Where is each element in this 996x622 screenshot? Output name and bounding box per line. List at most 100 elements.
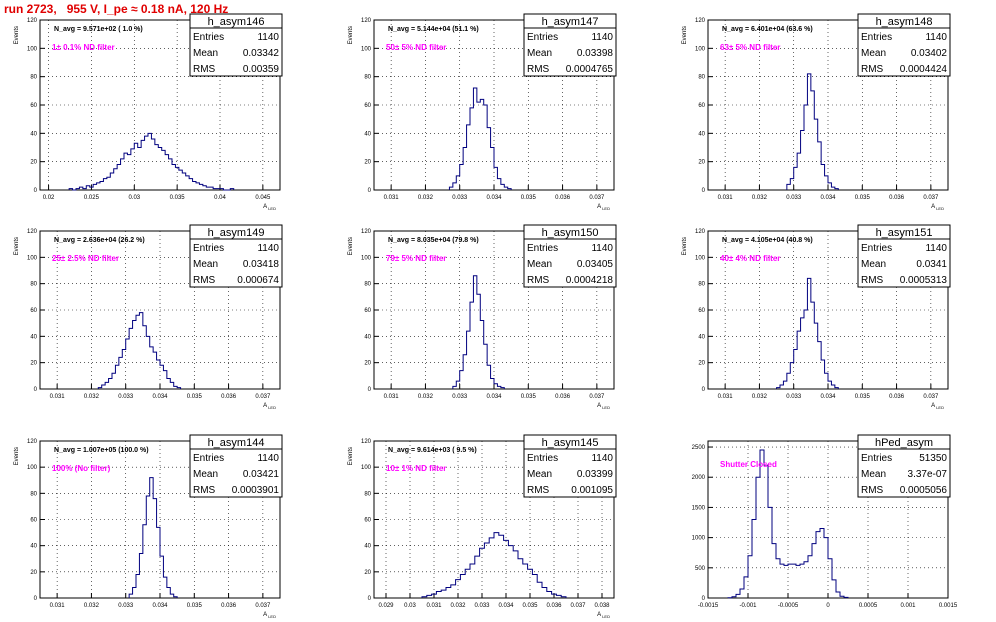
- histogram-panel: 0.031 0.032 0.033 0.034 0.035 0.036 0.037 0 20 40…: [348, 224, 617, 410]
- filter-annotation: 63± 5% ND filter: [720, 43, 780, 52]
- y-tick-label: 100: [27, 465, 38, 471]
- stats-label: RMS: [527, 485, 550, 496]
- stats-label: RMS: [193, 64, 216, 75]
- y-tick-label: 120: [695, 18, 706, 24]
- stats-value: 51350: [919, 453, 947, 464]
- y-tick-label: 60: [30, 518, 37, 524]
- x-tick-label: 0.033: [474, 603, 490, 609]
- y-tick-label: 40: [30, 131, 37, 137]
- stats-label: RMS: [193, 485, 216, 496]
- x-tick-label: 0: [826, 603, 830, 609]
- y-tick-label: 100: [361, 465, 372, 471]
- stats-label: Mean: [527, 259, 552, 270]
- histogram-name: hPed_asym: [875, 437, 933, 449]
- navg-label: N_avg = 9.614e+03 ( 9.5 %): [388, 447, 477, 454]
- y-tick-label: 20: [30, 570, 37, 576]
- x-tick-label: 0.033: [786, 394, 802, 400]
- x-tick-label: 0.033: [118, 603, 134, 609]
- x-tick-label: 0.034: [486, 195, 502, 201]
- y-tick-label: 120: [361, 439, 372, 445]
- x-tick-label: 0.032: [84, 394, 100, 400]
- y-tick-label: 0: [34, 188, 38, 194]
- y-tick-label: 80: [30, 282, 37, 288]
- x-tick-label: 0.032: [418, 195, 434, 201]
- y-tick-label: 20: [698, 361, 705, 367]
- x-tick-label: 0.001: [900, 603, 916, 609]
- stats-box: [523, 224, 617, 288]
- x-axis-title: A LED: [263, 612, 276, 619]
- x-tick-label: 0.031: [50, 603, 66, 609]
- filter-annotation: 79± 5% ND filter: [386, 254, 446, 263]
- filter-annotation: Shutter Closed: [720, 460, 777, 469]
- stats-label: Mean: [861, 469, 886, 480]
- x-tick-label: 0.035: [855, 394, 871, 400]
- y-tick-label: 80: [698, 282, 705, 288]
- stats-label: Entries: [193, 32, 224, 43]
- x-axis-title: A LED: [597, 612, 610, 619]
- navg-label: N_avg = 5.144e+04 (51.1 %): [388, 26, 479, 33]
- x-axis-title: A LED: [263, 204, 276, 211]
- stats-box: [523, 13, 617, 77]
- stats-box: [857, 434, 951, 498]
- stats-value: 1140: [925, 32, 947, 43]
- y-tick-label: 60: [30, 308, 37, 314]
- x-tick-label: 0.031: [718, 195, 734, 201]
- stats-value: 1140: [925, 243, 947, 254]
- y-tick-label: 100: [695, 255, 706, 261]
- y-tick-label: 40: [698, 334, 705, 340]
- stats-label: RMS: [527, 64, 550, 75]
- stats-label: Entries: [193, 243, 224, 254]
- y-axis-title: Events: [348, 26, 354, 44]
- y-tick-label: 20: [698, 160, 705, 166]
- histogram-line: [97, 312, 182, 389]
- histogram-name: h_asym149: [208, 227, 265, 239]
- y-axis-title: Events: [348, 447, 354, 465]
- navg-label: N_avg = 1.007e+05 (100.0 %): [54, 447, 149, 454]
- stats-label: RMS: [193, 275, 216, 286]
- y-tick-label: 80: [30, 75, 37, 81]
- y-tick-label: 0: [34, 387, 38, 393]
- navg-label: N_avg = 6.401e+04 (63.6 %): [722, 26, 813, 33]
- histogram-name: h_asym151: [876, 227, 933, 239]
- histogram-panel: 0.029 0.03 0.031 0.032 0.033 0.034 0.035 0.036 0…: [348, 434, 617, 619]
- y-axis-title: Events: [682, 26, 688, 44]
- stats-label: Mean: [193, 469, 218, 480]
- x-tick-label: 0.037: [570, 603, 586, 609]
- y-tick-label: 120: [27, 439, 38, 445]
- y-tick-label: 40: [698, 131, 705, 137]
- x-tick-label: 0.031: [718, 394, 734, 400]
- filter-annotation: 50± 5% ND filter: [386, 43, 446, 52]
- stats-label: Mean: [193, 259, 218, 270]
- x-tick-label: 0.045: [255, 195, 271, 201]
- x-tick-label: 0.034: [820, 394, 836, 400]
- x-tick-label: 0.034: [498, 603, 514, 609]
- x-tick-label: 0.02: [43, 195, 55, 201]
- y-tick-label: 120: [361, 18, 372, 24]
- y-tick-label: 40: [30, 334, 37, 340]
- y-tick-label: 80: [30, 491, 37, 497]
- stats-value: 1140: [257, 32, 279, 43]
- x-tick-label: 0.036: [555, 394, 571, 400]
- histogram-line: [448, 87, 512, 190]
- x-tick-label: 0.037: [255, 603, 271, 609]
- x-tick-label: 0.035: [522, 603, 538, 609]
- x-tick-label: 0.036: [555, 195, 571, 201]
- histogram-line: [786, 73, 839, 190]
- y-tick-label: 0: [702, 188, 706, 194]
- navg-label: N_avg = 2.636e+04 (26.2 %): [54, 237, 145, 244]
- y-tick-label: 20: [30, 361, 37, 367]
- x-tick-label: 0.032: [84, 603, 100, 609]
- stats-label: Entries: [527, 453, 558, 464]
- stats-label: Entries: [193, 453, 224, 464]
- y-tick-label: 120: [27, 229, 38, 235]
- x-tick-label: 0.033: [786, 195, 802, 201]
- stats-value: 0.00359: [243, 64, 280, 75]
- x-tick-label: 0.035: [855, 195, 871, 201]
- x-tick-label: 0.036: [546, 603, 562, 609]
- y-tick-label: 0: [702, 596, 706, 602]
- histogram-panel: 0.02 0.025 0.03 0.035 0.04 0.045 0 20 40 60 80 100 1…: [14, 13, 283, 211]
- y-axis-title: Events: [14, 447, 20, 465]
- y-tick-label: 20: [30, 160, 37, 166]
- y-tick-label: 60: [364, 518, 371, 524]
